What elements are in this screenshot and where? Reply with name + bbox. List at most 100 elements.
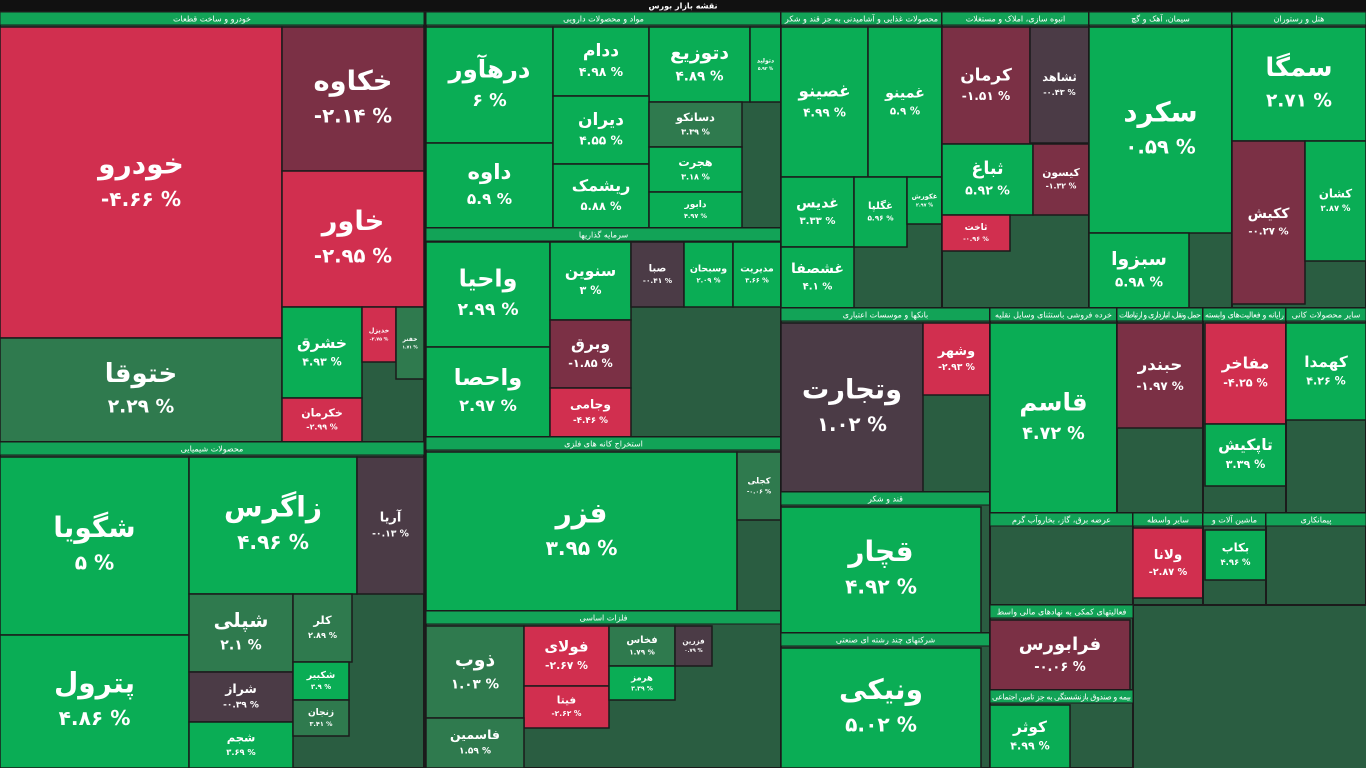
stock-change: ۴.۹۷ % bbox=[684, 212, 708, 220]
sector-title: خودرو و ساخت قطعات bbox=[173, 15, 251, 24]
stock-tile bbox=[552, 26, 650, 97]
stock-tile bbox=[0, 634, 190, 768]
stock-tile bbox=[523, 625, 610, 687]
stock-name: ذوب bbox=[455, 650, 496, 671]
stock-name: ریشمک bbox=[572, 176, 631, 195]
stock-name: دتوزیع bbox=[670, 43, 729, 64]
stock-change: ۵.۰۲ % bbox=[845, 713, 917, 737]
stock-change: ۴.۹۹ % bbox=[803, 105, 846, 119]
stock-change: ۴.۵۵ % bbox=[579, 134, 623, 148]
stock-tile bbox=[1231, 140, 1306, 305]
stock-name: وبرق bbox=[571, 335, 610, 353]
stock-name: شپلی bbox=[214, 609, 269, 632]
stock-name: وسبحان bbox=[690, 263, 727, 274]
stock-tile bbox=[549, 319, 632, 389]
stock-change: -۱.۵۱ % bbox=[962, 89, 1010, 103]
stock-tile bbox=[732, 241, 782, 308]
stock-name: ثباغ bbox=[971, 159, 1003, 179]
stock-change: ۲.۹۹ % bbox=[457, 300, 518, 320]
sector-title: حمل ونقل، انبارداری و ارتباطات bbox=[1119, 311, 1201, 320]
sector-header bbox=[1285, 307, 1366, 322]
stock-name: دابور bbox=[684, 200, 707, 210]
stock-tile bbox=[425, 625, 525, 719]
stock-name: دتولید bbox=[757, 57, 774, 64]
stock-name: وتجارت bbox=[802, 375, 902, 406]
stock-name: غصینو bbox=[797, 80, 850, 101]
sector-title: فعالیتهای کمکی به نهادهای مالی واسط bbox=[997, 608, 1127, 617]
stock-tile bbox=[989, 619, 1131, 693]
stock-tile bbox=[1132, 527, 1204, 599]
sector-title: انبوه سازی، املاک و مستغلات bbox=[966, 15, 1066, 24]
stock-name: دیران bbox=[578, 110, 624, 130]
stock-tile bbox=[425, 451, 738, 612]
stock-change: ۳.۳۹ % bbox=[631, 686, 653, 693]
stock-tile bbox=[853, 176, 908, 248]
stock-tile bbox=[0, 456, 190, 636]
stock-change: ۵.۹ % bbox=[467, 190, 512, 208]
stock-change: ۴.۸۹ % bbox=[675, 69, 724, 85]
sector-title: پیمانکاری bbox=[1301, 516, 1332, 525]
stock-name: حبندر bbox=[1137, 355, 1182, 374]
stock-tile bbox=[188, 456, 358, 595]
stock-change: ۰.۵۹ % bbox=[1125, 135, 1196, 158]
sector-title: سرمایه گذاریها bbox=[579, 230, 629, 240]
stock-tile bbox=[523, 685, 610, 729]
sector-title: بانکها و موسسات اعتباری bbox=[843, 311, 929, 320]
stock-change: ۲.۷۱ % bbox=[1266, 90, 1332, 111]
stock-name: کلر bbox=[312, 613, 332, 627]
stock-tile bbox=[648, 146, 743, 193]
stock-name: ککیش bbox=[1248, 206, 1291, 222]
stock-change: -۰.۳۹ % bbox=[223, 701, 259, 711]
stock-name: خشرق bbox=[297, 334, 347, 352]
stock-tile bbox=[1231, 26, 1366, 142]
stock-name: کیسون bbox=[1042, 166, 1080, 179]
stock-change: ۳.۹ % bbox=[311, 683, 331, 691]
stock-change: ۳.۹۵ % bbox=[546, 536, 618, 560]
sector-title: فلزات اساسی bbox=[580, 614, 628, 623]
stock-name: زنجان bbox=[308, 708, 334, 718]
stock-change: -۱.۳۲ % bbox=[1046, 182, 1077, 191]
stock-name: پترول bbox=[54, 667, 135, 700]
stock-name: مدیریت bbox=[740, 263, 774, 274]
stock-name: خودرو bbox=[96, 148, 184, 181]
sector-title: قند و شکر bbox=[867, 495, 903, 504]
stock-change: ۴.۹۲ % bbox=[845, 575, 917, 599]
stock-name: غشصفا bbox=[791, 261, 844, 277]
stock-change: -۲.۱۴ % bbox=[314, 104, 392, 127]
stock-change: ۲.۸۷ % bbox=[1320, 203, 1351, 213]
stock-name: ددام bbox=[583, 41, 619, 61]
stock-name: ونیکی bbox=[839, 673, 923, 706]
stock-name: داوه bbox=[468, 160, 512, 185]
stock-name: فولای bbox=[544, 638, 588, 656]
stock-change: ۲.۹۷ % bbox=[459, 396, 517, 415]
stock-tile bbox=[780, 647, 982, 768]
stock-name: فزر bbox=[554, 497, 608, 530]
stock-name: کرمان bbox=[960, 64, 1012, 85]
stock-tile bbox=[608, 625, 676, 667]
sector-title: رایانه و فعالیت‌های وابسته bbox=[1205, 311, 1284, 320]
stock-name: مفاخر bbox=[1221, 355, 1270, 373]
stock-tile bbox=[1285, 322, 1366, 421]
stock-change: ۲.۸۹ % bbox=[308, 630, 337, 640]
sector-title: سیمان، آهک و گچ bbox=[1131, 14, 1190, 24]
stock-change: -۲.۹۳ % bbox=[938, 362, 975, 373]
stock-change: ۴.۹۶ % bbox=[1220, 557, 1251, 567]
stock-name: شجم bbox=[227, 731, 256, 745]
stock-name: فاسمین bbox=[450, 727, 500, 742]
sector-title: ماشین آلات و bbox=[1211, 515, 1257, 525]
stock-tile bbox=[608, 665, 676, 701]
stock-change: -۰.۰۶ % bbox=[1034, 660, 1086, 675]
title-bar bbox=[0, 0, 1366, 12]
stock-change: ۴.۹۹ % bbox=[1010, 740, 1049, 753]
stock-tile bbox=[941, 143, 1034, 216]
stock-change: ۳.۶۶ % bbox=[745, 277, 769, 285]
stock-tile bbox=[780, 322, 924, 493]
sector-header bbox=[1265, 512, 1366, 527]
stock-tile bbox=[941, 214, 1011, 252]
stock-tile bbox=[1088, 232, 1190, 309]
stock-change: ۵.۹۶ % bbox=[867, 214, 894, 223]
stock-tile bbox=[780, 246, 855, 309]
stock-name: سمگا bbox=[1265, 52, 1332, 83]
stock-change: -۰.۴۱ % bbox=[643, 276, 673, 285]
